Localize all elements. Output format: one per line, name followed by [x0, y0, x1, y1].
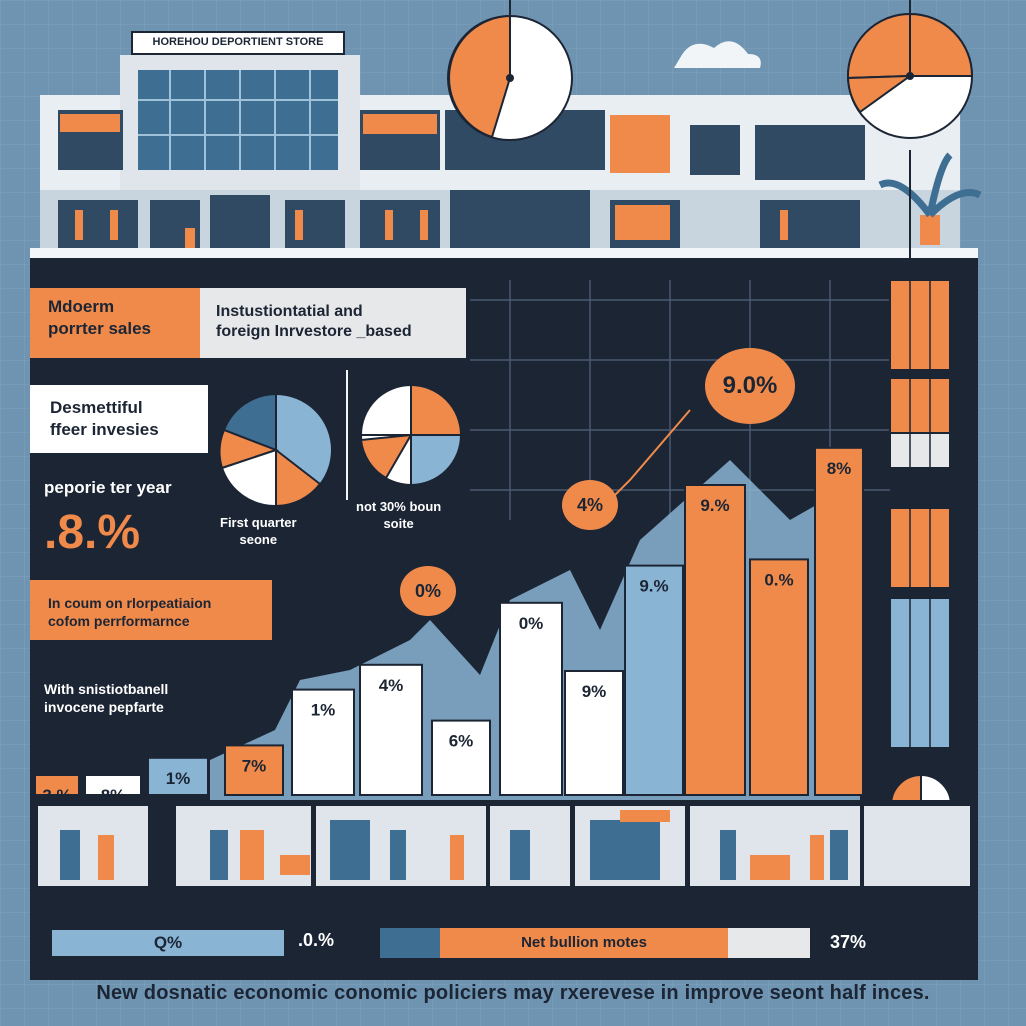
big-percentage: .8.%: [44, 506, 141, 559]
bar-8: [499, 601, 563, 796]
bar-7: [431, 719, 491, 797]
bar-label-2: 8%: [101, 786, 126, 800]
store-sign: HOREHOU DEPORTIENT STORE: [152, 36, 324, 48]
orange-circle-label: 0%: [400, 566, 456, 616]
pie-first-quarter: [218, 392, 333, 508]
bottom-bar-left-label: Q%: [153, 933, 183, 952]
box-modern-sales-text: Mdoerm porrter sales: [48, 297, 151, 338]
bottom-progress-bar: Net bullion motes: [380, 928, 810, 958]
bar-2: [84, 774, 142, 796]
bar-6: [359, 663, 423, 796]
bottom-progress-label: Net bullion motes: [521, 934, 647, 951]
bar-label-9: 9%: [582, 682, 607, 701]
hanging-pie-top-1: [447, 0, 573, 141]
bottom-progress-blue: [380, 928, 440, 958]
bar-label-13: 8%: [827, 459, 852, 478]
bar-10: [624, 564, 684, 796]
bar-13: [814, 446, 864, 797]
box-modern-sales: Mdoerm porrter sales: [30, 288, 200, 358]
box-corporate-performance: In coum on rlorpeatiaion cofom perrforma…: [30, 580, 272, 640]
pie-not-30-caption: not 30% boun soite: [356, 499, 442, 531]
bar-label-10: 9.%: [639, 577, 668, 596]
bar-5: [291, 688, 355, 797]
bar-label-5: 1%: [311, 701, 336, 720]
bar-label-1: 3.%: [42, 786, 71, 800]
bar-4: [224, 744, 284, 796]
caption-institutional: With snistiotbanell invocene pepfarte: [44, 681, 169, 715]
bar-label-3: 1%: [166, 769, 191, 788]
storefront-illustration: [30, 31, 982, 258]
bar-1: [34, 774, 80, 796]
caption-per-year: peporie ter year: [44, 478, 172, 497]
hanging-pie-top-2: [846, 0, 974, 139]
footer-text: New dosnatic economic conomic policiers …: [96, 982, 930, 1004]
bar-label-7: 6%: [449, 732, 474, 751]
bottom-progress-orange: Net bullion motes: [440, 928, 728, 958]
bar-label-6: 4%: [379, 676, 404, 695]
bar-3: [147, 756, 209, 796]
bar-9: [564, 670, 624, 796]
right-strips: [889, 279, 951, 749]
pie-not-30: [359, 383, 463, 487]
pie-hanger-line: [909, 150, 911, 260]
box-corporate-performance-text: In coum on rlorpeatiaion cofom perrforma…: [48, 595, 212, 629]
box-domestic-text: Desmettiful ffeer invesies: [50, 398, 159, 439]
store-interior-strip: [30, 800, 978, 890]
bottom-bar-mid-label: .0.%: [298, 930, 335, 950]
bar-label-11: 9.%: [700, 496, 729, 515]
floating-label-2: 9.0%: [705, 348, 795, 424]
pie-first-quarter-caption: First quarter seone: [220, 515, 297, 547]
box-domestic: Desmettiful ffeer invesies: [30, 385, 208, 453]
box-institutional-text: Instustiontatial and foreign Inrvestore …: [216, 303, 412, 340]
floating-label-1: 4%: [562, 480, 618, 530]
bar-label-8: 0%: [519, 614, 544, 633]
bar-12: [749, 558, 809, 796]
bar-label-4: 7%: [242, 756, 267, 775]
bar-label-12: 0.%: [764, 570, 793, 589]
bar-chart: 3.% 8% 1% 7% 1% 4% 6% 0% 9% 9.% 9.% 0.% 8%: [34, 409, 864, 800]
bottom-bar-left: Q%: [50, 928, 286, 958]
bar-11: [684, 484, 746, 796]
bottom-bar-right-label: 37%: [830, 932, 867, 952]
divider-line: [346, 370, 348, 500]
box-institutional: Instustiontatial and foreign Inrvestore …: [200, 288, 466, 358]
